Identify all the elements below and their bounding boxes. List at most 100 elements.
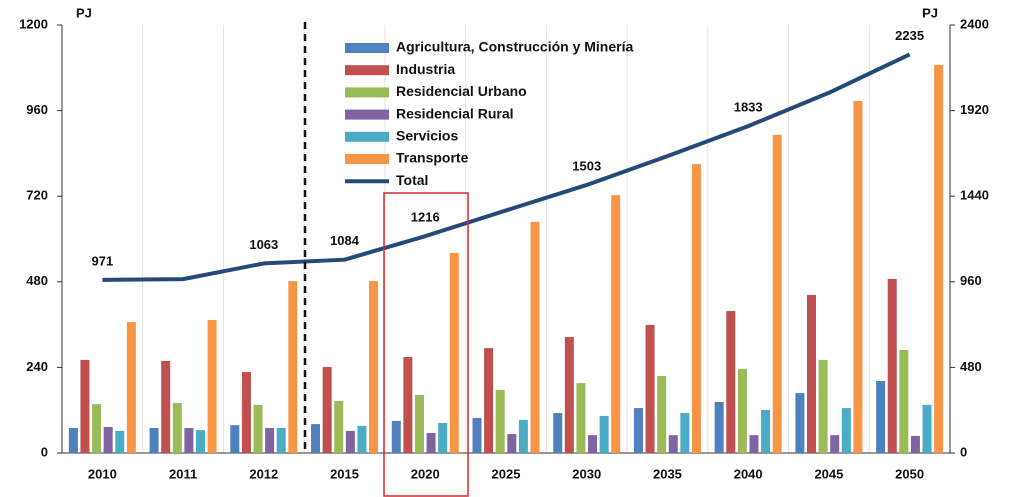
legend-label: Transporte [396, 150, 469, 166]
x-tick-label: 2020 [411, 466, 440, 481]
bar [265, 428, 275, 453]
bar [103, 426, 113, 453]
legend-label: Industria [396, 61, 455, 77]
bar [876, 380, 886, 453]
bar [172, 403, 182, 453]
bar [599, 415, 609, 453]
bar [80, 359, 90, 453]
bar [438, 423, 448, 453]
bar [818, 359, 828, 453]
legend-swatch [345, 154, 389, 164]
x-tick-label: 2050 [895, 466, 924, 481]
legend-label: Servicios [396, 128, 458, 144]
x-tick-label: 2012 [249, 466, 278, 481]
y2-unit: PJ [922, 5, 938, 20]
legend-label: Agricultura, Construcción y Minería [396, 39, 633, 55]
x-tick-label: 2045 [814, 466, 843, 481]
bar [391, 420, 401, 453]
x-tick-label: 2040 [734, 466, 763, 481]
bar [322, 367, 332, 453]
legend-label: Total [396, 172, 428, 188]
y-tick-label: 480 [26, 273, 48, 288]
bar [495, 389, 505, 453]
bar [241, 372, 251, 453]
data-label: 1503 [572, 158, 601, 173]
bar [772, 134, 782, 453]
bar [737, 368, 747, 453]
bar [288, 281, 298, 453]
y-tick-label: 240 [26, 359, 48, 374]
bar [530, 221, 540, 453]
bar [853, 100, 863, 453]
bar [230, 425, 240, 453]
bar [449, 252, 459, 453]
bar [714, 401, 724, 453]
bar [92, 404, 102, 453]
y-tick-label: 0 [41, 444, 48, 459]
legend-swatch [345, 43, 389, 53]
bar [518, 419, 528, 453]
bar [899, 349, 909, 453]
y2-tick-label: 960 [960, 273, 982, 288]
bar [922, 404, 932, 453]
legend-swatch [345, 131, 389, 142]
y-tick-label: 1200 [19, 16, 48, 31]
bar [484, 348, 494, 453]
bar [645, 324, 655, 453]
y-tick-label: 720 [26, 188, 48, 203]
y-unit: PJ [76, 5, 92, 20]
bar [611, 195, 621, 453]
bar [633, 408, 643, 453]
bar [807, 294, 817, 453]
bar [657, 375, 667, 453]
bar [934, 64, 944, 454]
bar [357, 425, 367, 453]
legend-label: Residencial Rural [396, 105, 514, 121]
data-label: 1063 [249, 237, 278, 252]
bar [207, 319, 217, 453]
bar [564, 337, 574, 453]
bar [691, 164, 701, 453]
x-tick-label: 2015 [330, 466, 359, 481]
bar [726, 311, 736, 453]
bar [195, 430, 205, 453]
bar [334, 400, 344, 453]
bar [795, 393, 805, 453]
bar [68, 428, 78, 453]
bar [126, 322, 136, 453]
legend-swatch [345, 109, 389, 120]
y-tick-label: 960 [26, 102, 48, 117]
bar [149, 428, 159, 453]
legend-swatch [345, 65, 389, 76]
bar [276, 428, 286, 453]
x-tick-label: 2010 [88, 466, 117, 481]
bar [841, 408, 851, 453]
bar [472, 418, 482, 453]
bar [553, 413, 563, 453]
data-label: 1216 [411, 210, 440, 225]
bar [680, 413, 690, 453]
data-label: 1833 [734, 100, 763, 115]
bar [910, 435, 920, 453]
bar [588, 435, 598, 453]
y2-tick-label: 480 [960, 359, 982, 374]
legend-swatch [345, 87, 389, 98]
bar [253, 404, 263, 453]
bar [311, 424, 321, 453]
bar [426, 433, 436, 453]
bar [830, 435, 840, 453]
bar [887, 278, 897, 453]
y2-tick-label: 2400 [960, 16, 989, 31]
y2-tick-label: 1920 [960, 102, 989, 117]
bar [414, 394, 424, 453]
x-tick-label: 2035 [653, 466, 682, 481]
bar [668, 435, 678, 453]
x-tick-label: 2025 [492, 466, 521, 481]
bar [403, 357, 413, 453]
bar [507, 434, 517, 453]
y2-tick-label: 0 [960, 444, 967, 459]
highlight-box [383, 192, 469, 497]
bar [576, 383, 586, 453]
bar [115, 430, 125, 453]
